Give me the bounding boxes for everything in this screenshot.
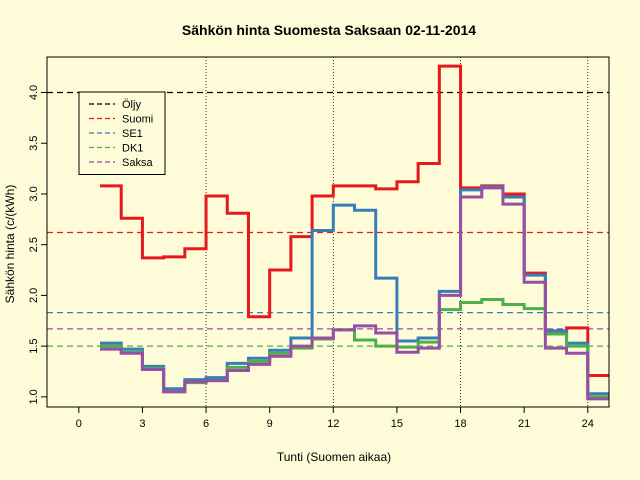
y-tick-label: 2.5 <box>28 237 40 252</box>
y-tick-label: 3.5 <box>28 136 40 151</box>
x-tick-label: 3 <box>139 418 145 430</box>
x-tick-label: 6 <box>203 418 209 430</box>
legend-label: SE1 <box>122 128 143 140</box>
x-tick-label: 9 <box>267 418 273 430</box>
y-tick-label: 1.0 <box>28 389 40 404</box>
y-tick-label: 2.0 <box>28 288 40 303</box>
y-tick-label: 1.5 <box>28 338 40 353</box>
legend-label: Saksa <box>122 157 153 169</box>
series-line <box>100 297 609 399</box>
legend-label: Öljy <box>122 99 141 111</box>
legend-label: Suomi <box>122 114 153 126</box>
series-line <box>100 185 609 396</box>
x-axis-title: Tunti (Suomen aikaa) <box>277 450 391 464</box>
chart-title: Sähkön hinta Suomesta Saksaan 02-11-2014 <box>182 22 476 38</box>
y-tick-label: 3.0 <box>28 186 40 201</box>
series-line <box>100 186 609 401</box>
y-tick-label: 4.0 <box>28 85 40 100</box>
plot-area: 0 3 6 9 12 15 18 21 24 1.0 1.5 2.0 2.5 3.0 3.5 4.0 Öljy S… <box>28 56 610 430</box>
y-axis-title: Sähkön hinta (c/(kWh) <box>3 185 17 304</box>
plot-frame <box>46 56 610 408</box>
legend-label: DK1 <box>122 143 143 155</box>
x-tick-label: 0 <box>76 418 82 430</box>
x-tick-label: 12 <box>327 418 339 430</box>
x-tick-label: 15 <box>391 418 403 430</box>
x-tick-label: 18 <box>454 418 466 430</box>
x-tick-label: 21 <box>518 418 530 430</box>
x-tick-label: 24 <box>582 418 594 430</box>
